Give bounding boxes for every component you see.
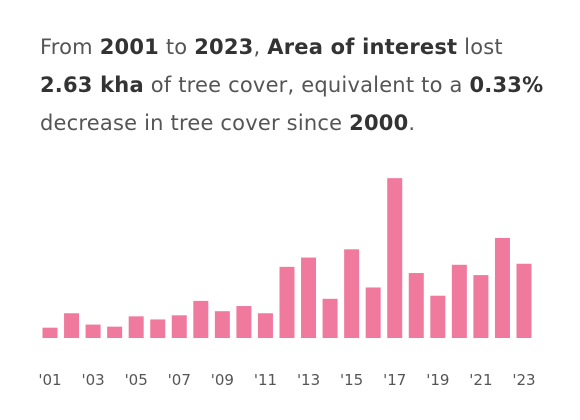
bar-20[interactable] (451, 264, 467, 338)
bar-10[interactable] (236, 306, 252, 338)
bar-14[interactable] (322, 298, 338, 338)
bar-21[interactable] (473, 275, 489, 338)
x-tick-label: '03 (81, 371, 104, 389)
x-tick-label: '09 (211, 371, 234, 389)
summary-location: Area of interest (267, 35, 458, 59)
summary-lost: lost (464, 35, 503, 59)
bar-group (42, 178, 532, 339)
x-tick-label: '07 (168, 371, 191, 389)
bar-13[interactable] (301, 257, 317, 338)
summary-percent: 0.33% (469, 73, 544, 97)
summary-end-year: 2023 (194, 35, 254, 59)
bar-15[interactable] (344, 249, 360, 338)
x-tick-label: '21 (469, 371, 492, 389)
x-tick-label: '17 (383, 371, 406, 389)
x-tick-label: '15 (340, 371, 363, 389)
bar-16[interactable] (365, 287, 381, 338)
bar-17[interactable] (387, 178, 403, 338)
bar-22[interactable] (494, 237, 510, 338)
bar-08[interactable] (193, 300, 209, 339)
bar-23[interactable] (516, 263, 532, 338)
summary-of-tree-cover: of tree cover, equivalent to a (150, 73, 463, 97)
loss-summary-text: From 2001 to 2023, Area of interest lost… (40, 28, 560, 142)
x-tick-label: '19 (426, 371, 449, 389)
summary-start-year: 2001 (99, 35, 159, 59)
x-tick-label: '23 (512, 371, 535, 389)
bar-02[interactable] (64, 313, 80, 338)
summary-period: . (408, 111, 416, 135)
bar-18[interactable] (408, 273, 424, 338)
summary-from: From (40, 35, 93, 59)
summary-decrease-text: decrease in tree cover since (40, 111, 343, 135)
x-axis-tick-labels: '01 '03 '05 '07 '09 '11 '13 '15 '17 '19 '21 '23 (38, 371, 535, 389)
bar-19[interactable] (430, 295, 446, 338)
bar-09[interactable] (214, 311, 230, 338)
bar-12[interactable] (279, 266, 295, 338)
bar-07[interactable] (171, 315, 187, 338)
x-tick-label: '11 (254, 371, 277, 389)
x-tick-label: '13 (297, 371, 320, 389)
summary-loss-amount: 2.63 kha (40, 73, 144, 97)
bar-05[interactable] (128, 316, 144, 338)
x-tick-label: '05 (125, 371, 148, 389)
bar-01[interactable] (42, 327, 58, 338)
summary-to: to (165, 35, 188, 59)
bar-04[interactable] (107, 326, 123, 338)
bar-11[interactable] (257, 313, 273, 338)
bar-03[interactable] (85, 324, 101, 338)
bar-06[interactable] (150, 319, 166, 338)
x-tick-label: '01 (38, 371, 61, 389)
summary-comma: , (253, 35, 261, 59)
summary-baseline-year: 2000 (349, 111, 409, 135)
